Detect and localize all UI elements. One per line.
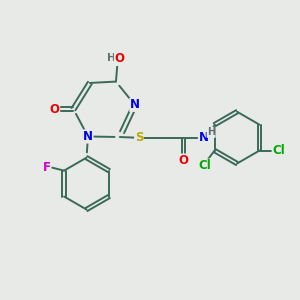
- Text: O: O: [50, 103, 60, 116]
- Text: F: F: [42, 161, 50, 174]
- Text: O: O: [115, 52, 124, 65]
- Text: Cl: Cl: [272, 144, 285, 157]
- Text: H: H: [106, 53, 115, 63]
- Text: S: S: [135, 131, 143, 144]
- Text: N: N: [198, 131, 208, 144]
- Text: N: N: [130, 98, 140, 111]
- Text: Cl: Cl: [199, 159, 211, 172]
- Text: N: N: [83, 130, 93, 143]
- Text: O: O: [178, 154, 188, 167]
- Text: H: H: [207, 127, 215, 137]
